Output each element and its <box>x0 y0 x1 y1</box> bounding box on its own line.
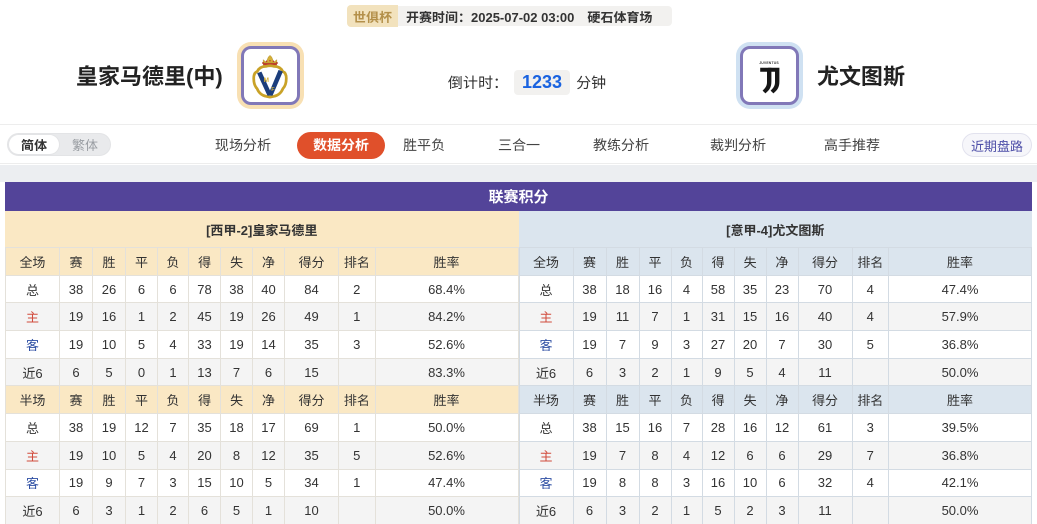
svg-text:JUVENTUS: JUVENTUS <box>760 61 780 65</box>
svg-text:F: F <box>271 87 275 93</box>
svg-text:M: M <box>264 77 269 84</box>
